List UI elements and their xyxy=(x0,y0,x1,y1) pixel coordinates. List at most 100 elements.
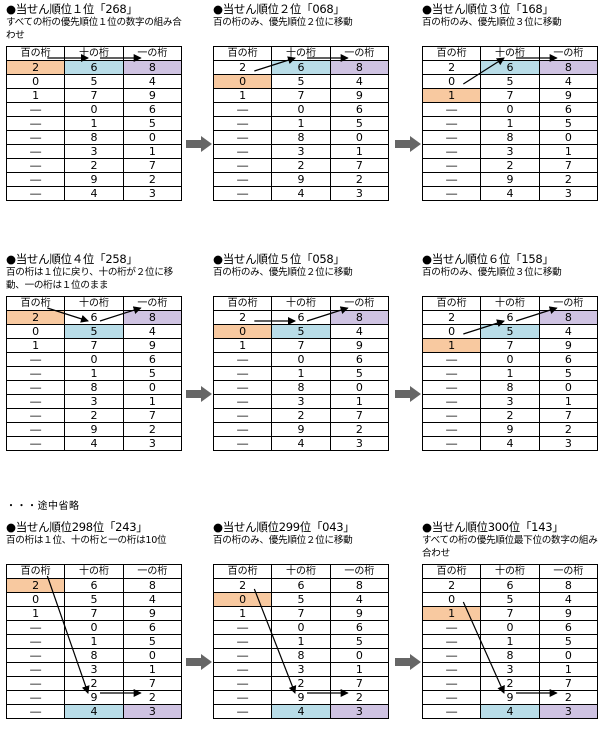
panel-rank-3: ●当せん順位３位「168」 百の桁のみ、優先順位３位に移動 百の桁 十の桁 一の桁 2 6 8… xyxy=(421,3,599,201)
table-row: ― 4 3 xyxy=(212,704,390,719)
hundreds-header: 百の桁 xyxy=(5,564,66,579)
panel-description: 百の桁は１位、十の桁と一の桁は10位 xyxy=(6,535,167,546)
hundreds-cell: ― xyxy=(212,186,273,201)
right-arrow-icon xyxy=(395,136,421,152)
digit-priority-table: 百の桁 十の桁 一の桁 2 6 8 0 5 4 1 7 9 ― 0 6 ― 1 5 ― 8 0 ― 3 1 ― 2 7 ― 9 2 ― 4 3 xyxy=(212,46,390,201)
ones-cell: 9 xyxy=(329,88,390,103)
tens-cell: 1 xyxy=(64,116,124,131)
ones-cell: 7 xyxy=(122,676,183,691)
ones-cell: 2 xyxy=(538,172,599,187)
ones-cell: 9 xyxy=(329,338,390,353)
panel-rank-1: ●当せん順位１位「268」 すべての桁の優先順位１位の数字の組み合わせ 百の桁 十の桁… xyxy=(5,3,183,201)
tens-cell: 8 xyxy=(480,130,540,145)
ones-cell: 2 xyxy=(329,690,390,705)
hundreds-cell: ― xyxy=(421,648,482,663)
tens-cell: 3 xyxy=(480,394,540,409)
hundreds-cell: ― xyxy=(212,172,273,187)
hundreds-cell: 1 xyxy=(5,88,66,103)
ones-cell: 2 xyxy=(538,422,599,437)
hundreds-cell: ― xyxy=(5,130,66,145)
hundreds-header: 百の桁 xyxy=(421,46,482,61)
panel-title: ●当せん順位２位「068」 xyxy=(213,2,345,16)
tens-cell: 4 xyxy=(271,186,331,201)
ones-cell: 8 xyxy=(538,310,599,325)
panel-description: 百の桁のみ、優先順位２位に移動 xyxy=(213,535,353,546)
digit-priority-table: 百の桁 十の桁 一の桁 2 6 8 0 5 4 1 7 9 ― 0 6 ― 1 5 ― 8 0 ― 3 1 ― 2 7 ― 9 2 ― 4 3 xyxy=(5,564,183,719)
ones-cell: 0 xyxy=(329,380,390,395)
tens-cell: 9 xyxy=(480,172,540,187)
ones-cell: 7 xyxy=(329,676,390,691)
hundreds-cell: ― xyxy=(5,172,66,187)
ones-cell: 6 xyxy=(329,102,390,117)
ones-cell: 8 xyxy=(329,310,390,325)
hundreds-cell: ― xyxy=(421,352,482,367)
hundreds-cell: ― xyxy=(5,422,66,437)
hundreds-cell: 0 xyxy=(5,592,66,607)
tens-cell: 9 xyxy=(64,172,124,187)
hundreds-cell: 2 xyxy=(421,310,482,325)
tens-cell: 0 xyxy=(480,352,540,367)
ones-cell: 8 xyxy=(122,310,183,325)
table-row: ― 4 3 xyxy=(212,436,390,451)
hundreds-header: 百の桁 xyxy=(212,46,273,61)
panel-rank-6: ●当せん順位６位「158」 百の桁のみ、優先順位３位に移動 百の桁 十の桁 一の桁 2 6 8… xyxy=(421,253,599,451)
table-row: ― 9 2 xyxy=(212,690,390,705)
hundreds-cell: ― xyxy=(5,158,66,173)
table-row: ― 4 3 xyxy=(212,186,390,201)
tens-cell: 5 xyxy=(480,592,540,607)
ones-cell: 9 xyxy=(538,606,599,621)
panel-description: 百の桁のみ、優先順位２位に移動 xyxy=(213,17,353,28)
tens-cell: 8 xyxy=(271,130,331,145)
table-row: ― 0 6 xyxy=(5,352,183,367)
panel-description: 百の桁のみ、優先順位３位に移動 xyxy=(422,17,562,28)
ones-cell: 8 xyxy=(538,60,599,75)
tens-cell: 4 xyxy=(480,186,540,201)
ones-cell: 9 xyxy=(122,338,183,353)
table-row: ― 8 0 xyxy=(421,380,599,395)
hundreds-header: 百の桁 xyxy=(421,296,482,311)
right-arrow-icon xyxy=(395,654,421,670)
table-header-row: 百の桁 十の桁 一の桁 xyxy=(421,46,599,61)
table-row: ― 1 5 xyxy=(5,116,183,131)
ones-cell: 7 xyxy=(122,158,183,173)
tens-cell: 1 xyxy=(480,366,540,381)
hundreds-cell: ― xyxy=(212,634,273,649)
tens-cell: 8 xyxy=(480,380,540,395)
ones-cell: 0 xyxy=(538,648,599,663)
table-row: ― 9 2 xyxy=(421,690,599,705)
ones-cell: 9 xyxy=(329,606,390,621)
hundreds-cell: ― xyxy=(5,662,66,677)
table-row: ― 3 1 xyxy=(5,394,183,409)
hundreds-cell: 0 xyxy=(5,324,66,339)
table-row: ― 8 0 xyxy=(421,130,599,145)
tens-cell: 1 xyxy=(271,366,331,381)
hundreds-cell: 2 xyxy=(5,310,66,325)
ones-cell: 0 xyxy=(122,380,183,395)
ones-cell: 0 xyxy=(122,648,183,663)
tens-cell: 7 xyxy=(64,88,124,103)
tens-cell: 6 xyxy=(480,60,540,75)
panel-rank-9: ●当せん順位300位「143」 すべての桁の優先順位最下位の数字の組み合わせ 百の桁… xyxy=(421,521,599,719)
tens-cell: 7 xyxy=(480,338,540,353)
tens-cell: 4 xyxy=(64,186,124,201)
digit-priority-table: 百の桁 十の桁 一の桁 2 6 8 0 5 4 1 7 9 ― 0 6 ― 1 5 ― 8 0 ― 3 1 ― 2 7 ― 9 2 ― 4 3 xyxy=(421,46,599,201)
ones-cell: 2 xyxy=(122,172,183,187)
hundreds-cell: ― xyxy=(421,662,482,677)
tens-cell: 4 xyxy=(64,704,124,719)
hundreds-cell: ― xyxy=(421,186,482,201)
table-row: ― 1 5 xyxy=(5,366,183,381)
hundreds-cell: 0 xyxy=(5,74,66,89)
table-row: ― 1 5 xyxy=(212,366,390,381)
hundreds-cell: ― xyxy=(212,436,273,451)
tens-cell: 3 xyxy=(64,662,124,677)
hundreds-cell: 2 xyxy=(212,578,273,593)
tens-cell: 8 xyxy=(64,648,124,663)
ones-cell: 0 xyxy=(538,380,599,395)
ones-cell: 6 xyxy=(329,620,390,635)
table-row: ― 3 1 xyxy=(212,394,390,409)
ones-header: 一の桁 xyxy=(538,564,599,579)
